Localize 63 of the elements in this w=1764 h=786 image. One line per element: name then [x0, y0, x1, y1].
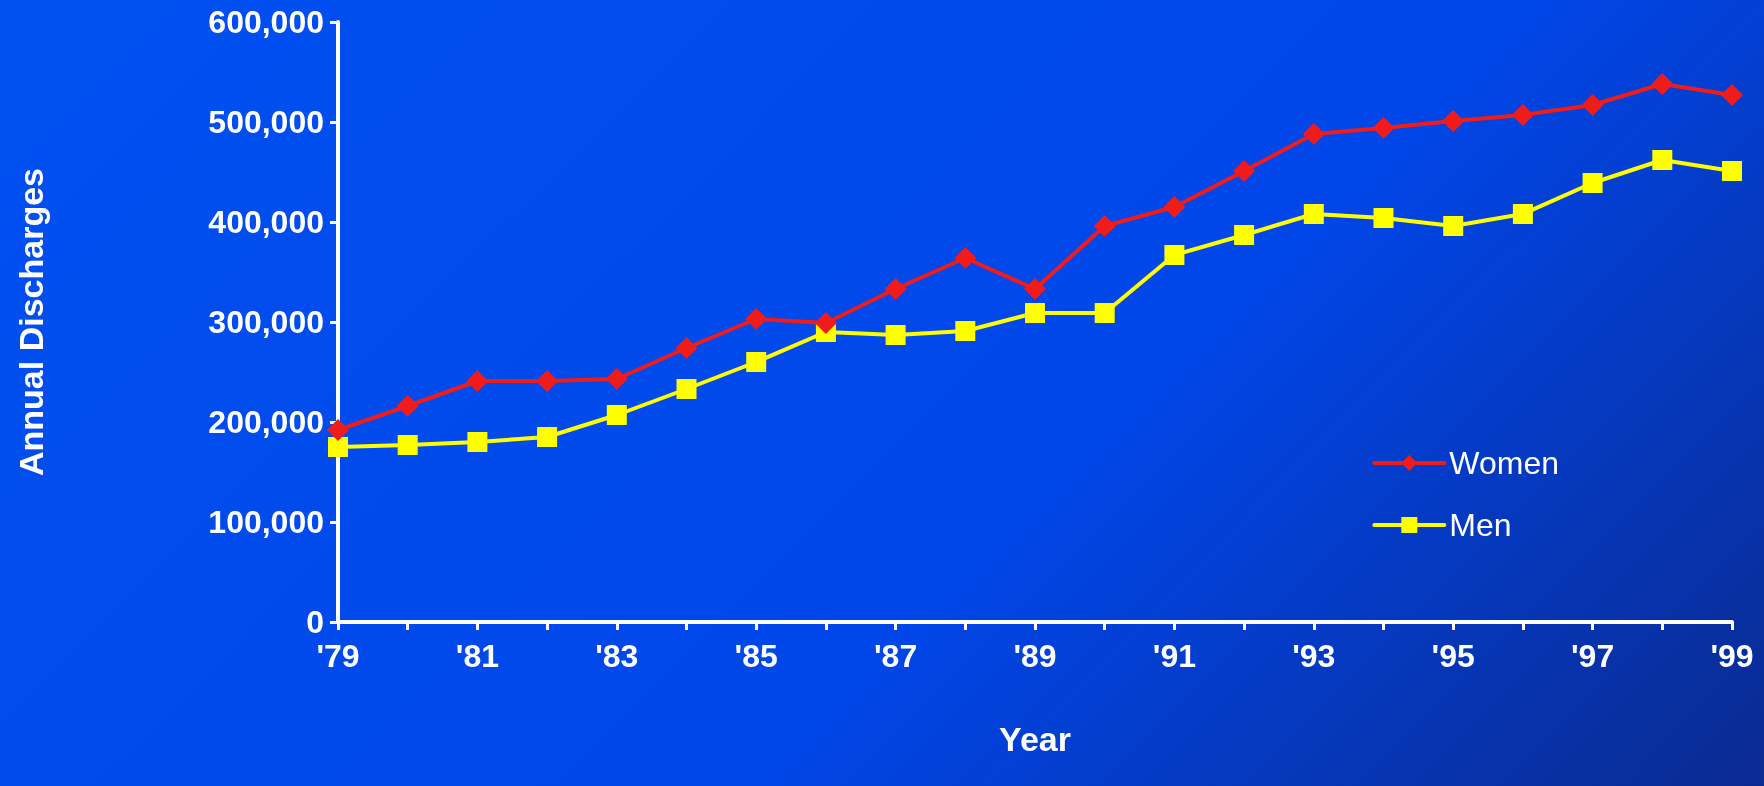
x-tick-label: '79 [316, 638, 360, 674]
point [1722, 161, 1742, 181]
x-tick-label: '99 [1710, 638, 1754, 674]
point [1302, 123, 1325, 145]
point [1721, 84, 1743, 106]
point [1094, 303, 1115, 323]
x-tick-label: '81 [455, 638, 499, 674]
point [328, 437, 348, 457]
point [1164, 245, 1185, 265]
point [537, 427, 558, 447]
point [466, 370, 489, 392]
y-tick-label: 600,000 [208, 4, 324, 40]
point [1582, 173, 1603, 193]
y-tick-label: 200,000 [208, 404, 324, 440]
point [1512, 204, 1533, 224]
point [885, 325, 906, 345]
point [1303, 204, 1324, 224]
y-tick-label: 300,000 [208, 304, 324, 340]
point [954, 247, 977, 269]
legend-label: Women [1449, 445, 1559, 481]
x-tick-label: '83 [595, 638, 639, 674]
point [1233, 160, 1256, 182]
y-tick-label: 0 [306, 604, 324, 640]
x-axis-title: Year [999, 720, 1071, 758]
point [676, 379, 697, 399]
point [1163, 196, 1186, 218]
x-tick-label: '87 [874, 638, 918, 674]
point [397, 435, 418, 455]
point [746, 352, 767, 372]
point [396, 395, 419, 417]
point [745, 308, 768, 330]
point [1511, 104, 1534, 126]
point [1025, 303, 1045, 323]
point [955, 321, 976, 341]
x-tick-label: '93 [1292, 638, 1336, 674]
y-tick-label: 500,000 [208, 104, 324, 140]
x-tick-label: '91 [1152, 638, 1196, 674]
x-tick-label: '85 [734, 638, 778, 674]
point [814, 312, 837, 334]
point [1093, 215, 1116, 237]
point [467, 432, 488, 452]
point [1373, 208, 1394, 228]
point [675, 337, 698, 359]
point [606, 405, 627, 425]
y-tick-label: 100,000 [208, 504, 324, 540]
point [1024, 278, 1046, 300]
point [1372, 117, 1395, 139]
point [605, 368, 628, 390]
point [1442, 110, 1465, 132]
point [1581, 94, 1604, 116]
legend-label: Men [1449, 507, 1512, 543]
y-axis-title: Annual Discharges [12, 168, 50, 476]
point [1652, 150, 1673, 170]
x-tick-label: '89 [1013, 638, 1057, 674]
x-tick-label: '95 [1431, 638, 1475, 674]
point [884, 278, 907, 300]
point [1651, 73, 1674, 95]
x-tick-label: '97 [1571, 638, 1615, 674]
point [1443, 216, 1464, 236]
y-tick-label: 400,000 [208, 204, 324, 240]
point [327, 419, 349, 441]
point [1234, 225, 1255, 245]
point [536, 370, 559, 392]
